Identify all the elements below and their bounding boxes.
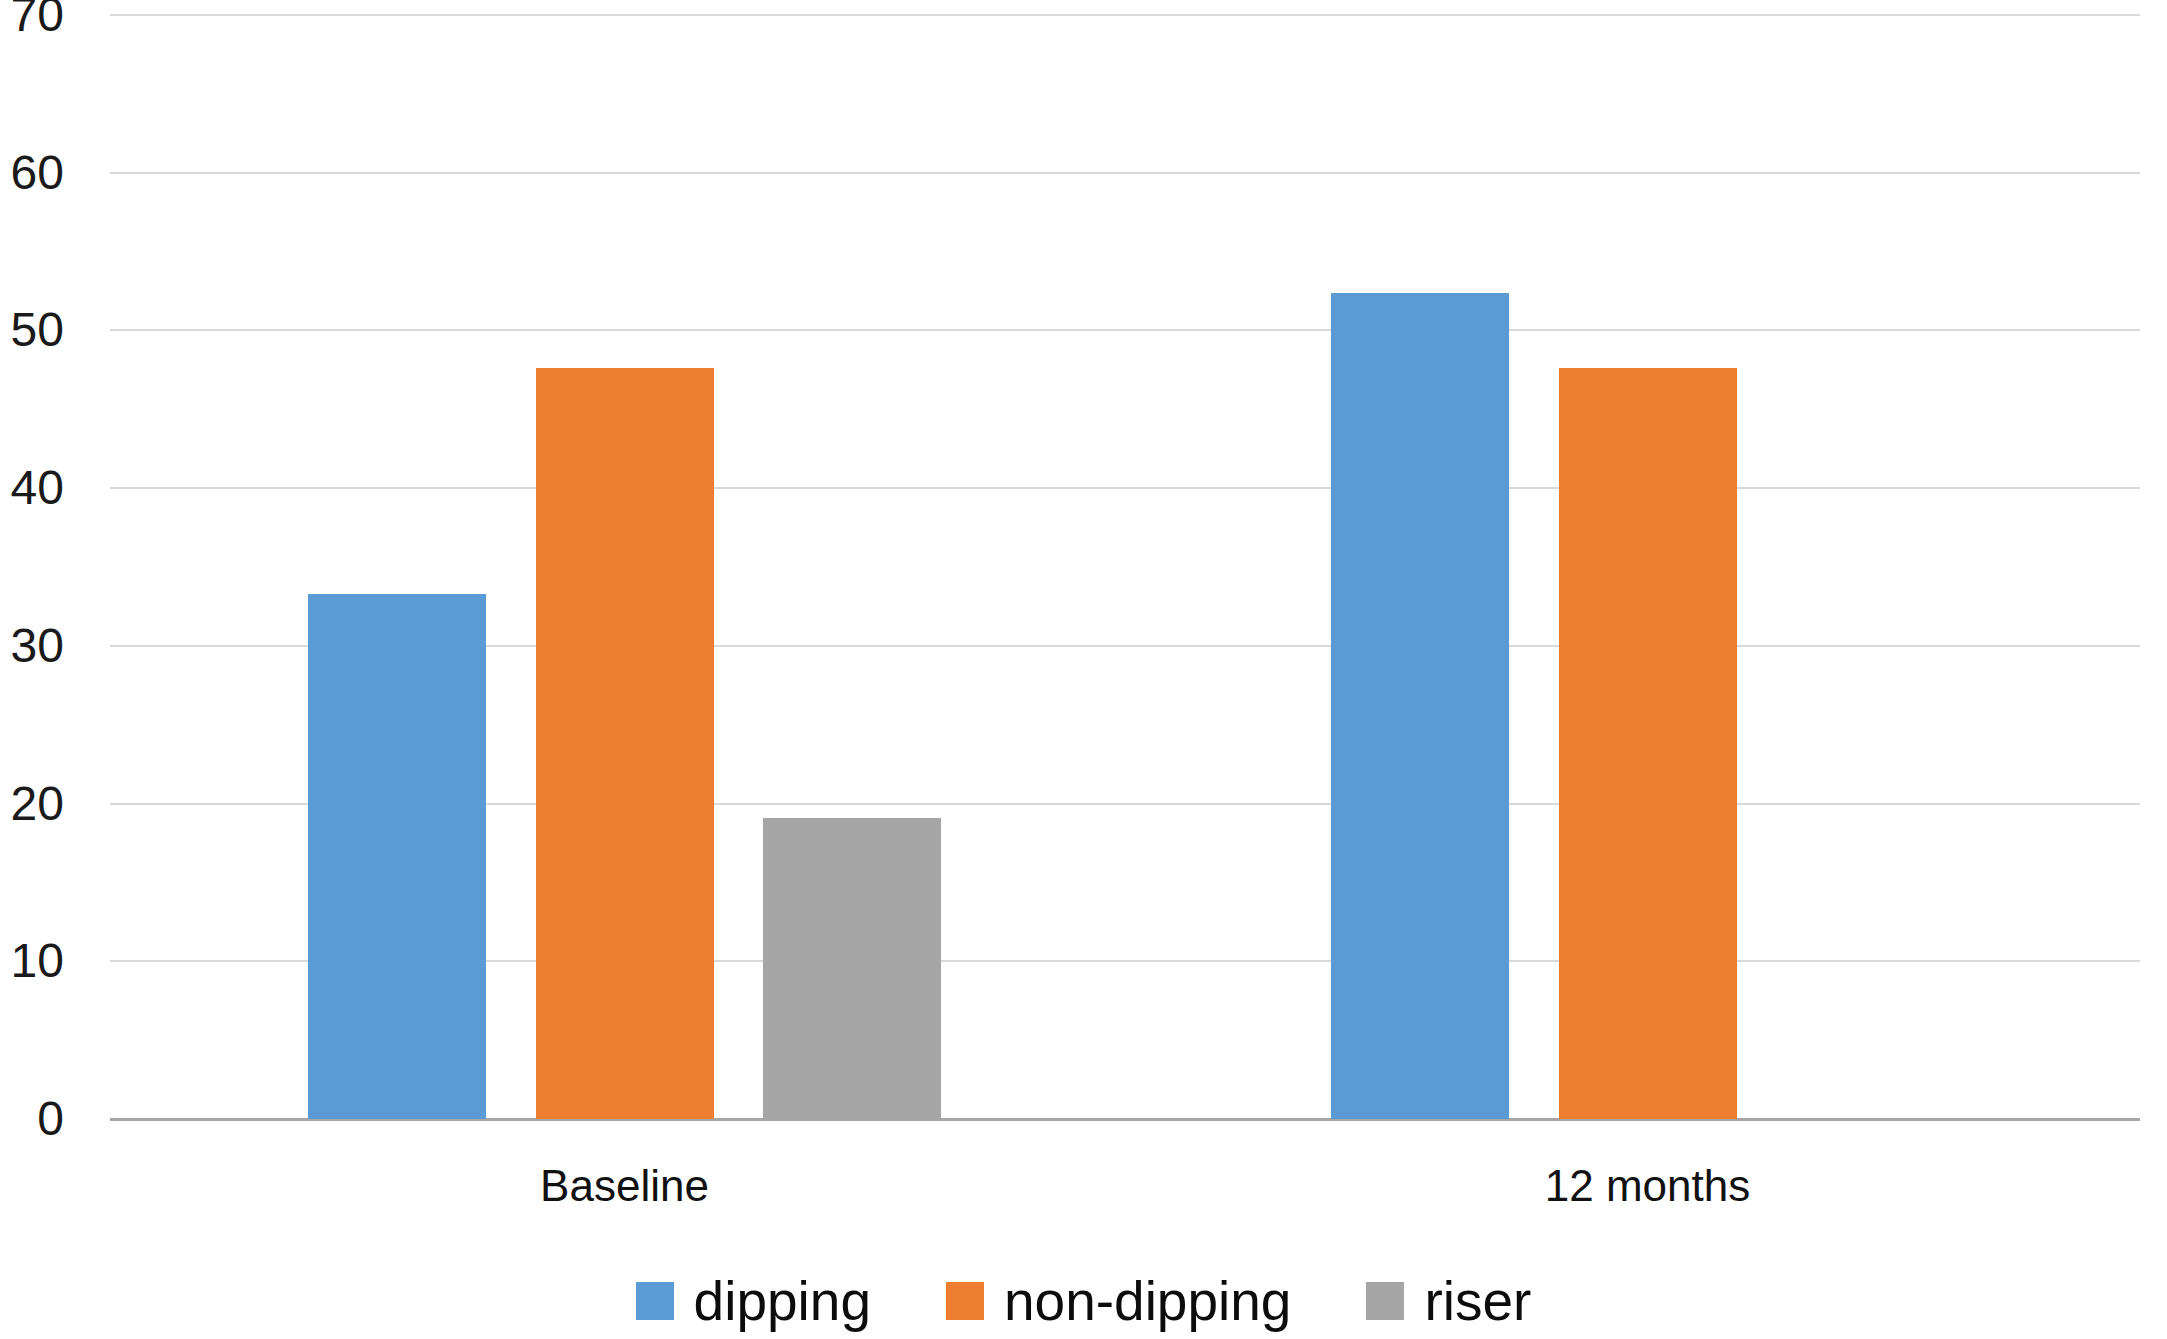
bar-non-dipping-baseline bbox=[536, 368, 714, 1119]
bar-non-dipping-12-months bbox=[1559, 368, 1737, 1119]
y-tick-label-70: 70 bbox=[0, 0, 64, 41]
bar-chart: dipping non-dipping riser 0 10 20 30 40 50 60 70 B… bbox=[0, 0, 2167, 1339]
y-tick-label-20: 20 bbox=[0, 778, 64, 830]
y-tick-label-40: 40 bbox=[0, 462, 64, 514]
y-tick-label-0: 0 bbox=[0, 1093, 64, 1145]
legend-item-riser: riser bbox=[1366, 1271, 1531, 1332]
gridline-y-70 bbox=[110, 14, 2140, 16]
legend-label-riser: riser bbox=[1424, 1271, 1531, 1332]
gridline-y-40 bbox=[110, 487, 2140, 489]
legend-label-dipping: dipping bbox=[694, 1271, 871, 1332]
chart-legend: dipping non-dipping riser bbox=[0, 1262, 2167, 1339]
bar-dipping-baseline bbox=[308, 594, 486, 1119]
y-tick-label-50: 50 bbox=[0, 304, 64, 356]
bar-riser-baseline bbox=[763, 818, 941, 1119]
legend-item-dipping: dipping bbox=[636, 1271, 871, 1332]
y-tick-label-30: 30 bbox=[0, 620, 64, 672]
y-tick-label-10: 10 bbox=[0, 935, 64, 987]
bar-dipping-12-months bbox=[1331, 293, 1509, 1119]
legend-swatch-non-dipping bbox=[946, 1282, 984, 1320]
gridline-y-60 bbox=[110, 172, 2140, 174]
legend-label-non-dipping: non-dipping bbox=[1004, 1271, 1291, 1332]
legend-swatch-dipping bbox=[636, 1282, 674, 1320]
legend-swatch-riser bbox=[1366, 1282, 1404, 1320]
x-category-label-12-months: 12 months bbox=[1438, 1160, 1858, 1212]
y-tick-label-60: 60 bbox=[0, 147, 64, 199]
legend-item-non-dipping: non-dipping bbox=[946, 1271, 1291, 1332]
x-category-label-baseline: Baseline bbox=[415, 1160, 835, 1212]
gridline-y-50 bbox=[110, 329, 2140, 331]
